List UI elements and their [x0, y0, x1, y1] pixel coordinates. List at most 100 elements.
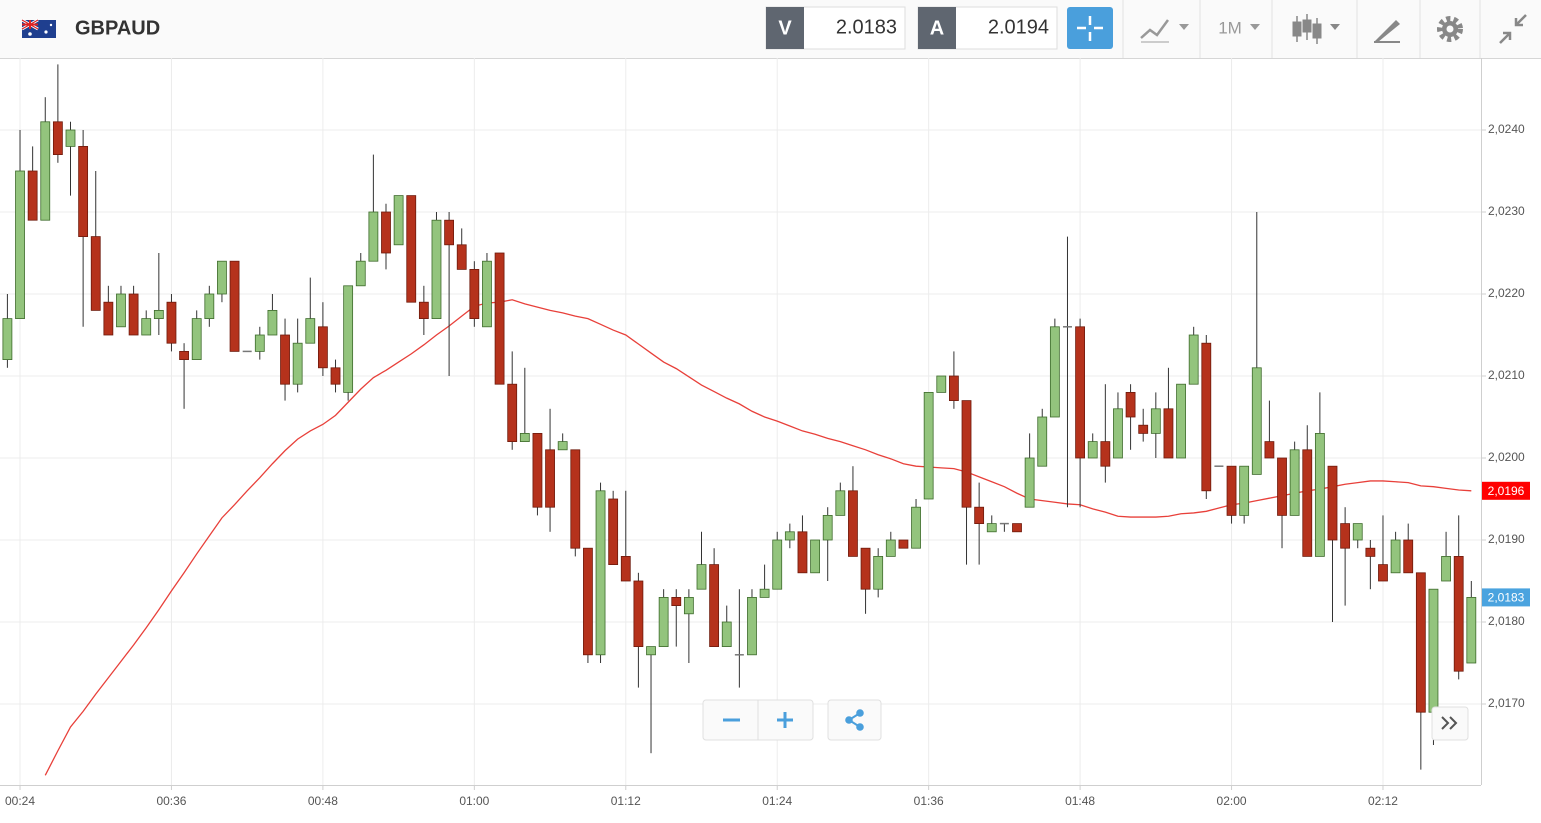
candle-body — [658, 597, 669, 648]
candle-body — [204, 293, 215, 320]
candle-body — [595, 490, 606, 656]
candle-body — [469, 268, 480, 319]
crosshair-button[interactable] — [1067, 7, 1113, 49]
candle-body — [1176, 383, 1186, 459]
candle-body — [65, 129, 76, 147]
sell-button[interactable]: V 2.0183 — [765, 6, 906, 50]
candle-body — [1113, 408, 1123, 459]
candle-body — [103, 301, 114, 336]
candle-body — [381, 211, 391, 254]
y-tick-label: 2,0170 — [1488, 696, 1525, 710]
candle-body — [557, 441, 568, 451]
candle-body — [305, 318, 316, 344]
flag-icon — [21, 18, 56, 38]
candle-body — [90, 236, 101, 311]
buy-label-box[interactable] — [918, 7, 956, 49]
candle-body — [1150, 408, 1161, 434]
candle-body — [911, 506, 921, 549]
candle-style-button[interactable] — [1292, 14, 1340, 44]
candle-body — [217, 260, 227, 295]
y-tick-label: 2,0190 — [1488, 532, 1525, 546]
plot-area — [2, 64, 1477, 776]
x-tick-label: 02:00 — [1217, 794, 1247, 808]
collapse-button[interactable] — [1499, 14, 1527, 44]
buy-label[interactable]: A — [930, 17, 944, 39]
share-button[interactable] — [827, 699, 882, 741]
candle-body — [1188, 334, 1199, 385]
candle-body — [1428, 588, 1439, 713]
candle-body — [166, 301, 177, 344]
price-badge — [1482, 588, 1530, 607]
y-tick-label: 2,0210 — [1488, 368, 1525, 382]
x-tick-label: 01:48 — [1065, 794, 1095, 808]
candle-body — [355, 260, 366, 287]
candle-body — [545, 449, 555, 508]
candle-body — [671, 597, 682, 607]
zoom-controls — [702, 699, 814, 741]
x-tick-label: 01:00 — [459, 794, 489, 808]
sell-price[interactable]: 2.0183 — [836, 16, 897, 38]
candle-body — [330, 367, 341, 385]
chart-type-button[interactable] — [1140, 19, 1189, 43]
candle-body — [280, 334, 290, 385]
drawing-tools-button[interactable] — [1374, 20, 1400, 43]
candle-body — [1340, 523, 1351, 549]
candle-body — [141, 318, 152, 336]
candle-body — [116, 293, 126, 328]
candle-body — [1100, 441, 1111, 467]
candle-body — [1314, 432, 1325, 557]
symbol: GBPAUD — [75, 17, 160, 39]
x-tick-label: 01:36 — [914, 794, 944, 808]
zoom-in-button[interactable] — [777, 712, 793, 728]
axes: 2,0170 2,0180 2,0190 2,0200 2,0210 2,0220 2,02… — [5, 122, 1530, 808]
sell-label-box[interactable] — [766, 7, 804, 49]
buy-price[interactable]: 2.0194 — [988, 16, 1049, 38]
scroll-to-end-button[interactable] — [1431, 706, 1469, 741]
candle-body — [986, 523, 997, 533]
candle-body — [1466, 597, 1477, 664]
candle-body — [709, 564, 720, 647]
candle-body — [78, 145, 89, 237]
candle-body — [40, 121, 51, 221]
x-tick-label: 00:36 — [156, 794, 186, 808]
candle-body — [1163, 408, 1174, 459]
x-tick-label: 02:12 — [1368, 794, 1398, 808]
candle-body — [974, 506, 985, 525]
candle-body — [646, 646, 656, 656]
y-tick-label: 2,0180 — [1488, 614, 1525, 628]
candle-body — [1365, 547, 1376, 557]
candle-body — [873, 556, 884, 590]
candle-body — [267, 309, 278, 336]
candle-body — [317, 326, 328, 369]
candle-body — [254, 334, 265, 352]
candle-body — [797, 531, 808, 574]
sell-label[interactable]: V — [778, 17, 792, 39]
candle-body — [292, 342, 303, 385]
candle-body — [570, 449, 581, 549]
candle-body — [923, 391, 934, 500]
candle-body — [747, 597, 757, 656]
candle-body — [1037, 416, 1048, 467]
timeframe-button[interactable]: 1M — [1218, 18, 1260, 37]
candle-body — [1415, 572, 1426, 713]
buy-button[interactable]: A 2.0194 — [917, 6, 1058, 50]
candle-body — [393, 195, 404, 246]
candle-body — [1251, 367, 1262, 475]
candle-body — [772, 539, 783, 590]
candle-body — [583, 547, 593, 656]
candle-body — [27, 170, 38, 221]
candle-body — [1327, 465, 1338, 541]
candle-body — [1125, 391, 1136, 418]
candle-body — [179, 350, 189, 360]
candle-body — [1378, 564, 1388, 582]
candle-body — [608, 498, 619, 565]
timeframe[interactable]: 1M — [1218, 18, 1242, 37]
candle-body — [128, 293, 139, 336]
candle-body — [2, 318, 13, 361]
candle-body — [532, 432, 543, 508]
settings-button[interactable] — [1437, 16, 1463, 42]
candle-body — [1012, 523, 1022, 533]
candle-body — [885, 539, 896, 557]
